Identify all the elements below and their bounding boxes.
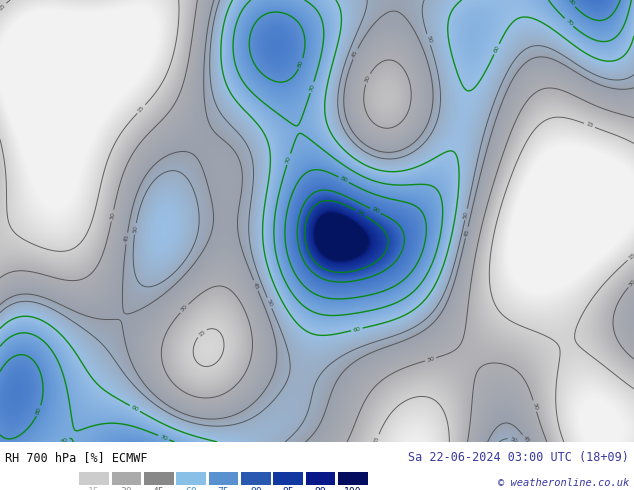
Bar	[112, 472, 141, 485]
Text: 60: 60	[493, 45, 500, 54]
Text: RH 700 hPa [%] ECMWF: RH 700 hPa [%] ECMWF	[5, 451, 148, 464]
Text: 50: 50	[508, 436, 518, 444]
Text: 60: 60	[353, 326, 361, 333]
Text: 15: 15	[137, 104, 146, 114]
Text: 90: 90	[250, 487, 262, 490]
Text: 45: 45	[252, 281, 260, 290]
Text: 45: 45	[351, 49, 359, 58]
Text: 15: 15	[88, 487, 100, 490]
Text: 45: 45	[153, 487, 165, 490]
Text: 70: 70	[60, 437, 68, 445]
Text: 45: 45	[463, 228, 470, 237]
Bar	[306, 472, 335, 485]
Text: Sa 22-06-2024 03:00 UTC (18+09): Sa 22-06-2024 03:00 UTC (18+09)	[408, 451, 629, 464]
Text: 80: 80	[567, 0, 576, 7]
Bar	[273, 472, 303, 485]
Text: 70: 70	[564, 18, 573, 27]
Text: 95: 95	[356, 209, 365, 218]
Text: 50: 50	[425, 35, 432, 44]
Text: 30: 30	[120, 487, 133, 490]
Text: 95: 95	[282, 487, 294, 490]
Text: 45: 45	[522, 435, 530, 444]
Text: 30: 30	[531, 401, 538, 411]
Text: 15: 15	[627, 252, 634, 261]
Text: 80: 80	[35, 406, 42, 416]
Text: 30: 30	[628, 278, 634, 288]
Text: 15: 15	[373, 435, 380, 444]
Bar	[79, 472, 109, 485]
Text: 15: 15	[197, 329, 206, 338]
Text: 50: 50	[133, 224, 138, 233]
Text: 80: 80	[339, 175, 348, 184]
Text: 70: 70	[285, 155, 292, 164]
Text: 30: 30	[109, 211, 116, 220]
Text: 75: 75	[217, 487, 230, 490]
Text: 45: 45	[124, 234, 130, 243]
Text: 70: 70	[309, 83, 316, 92]
Text: 60: 60	[185, 487, 197, 490]
Bar	[241, 472, 271, 485]
Text: 15: 15	[585, 122, 594, 129]
Text: 80: 80	[297, 59, 305, 68]
Text: 70: 70	[159, 434, 168, 441]
Text: 30: 30	[364, 74, 372, 84]
Text: 15: 15	[0, 3, 6, 12]
Text: 50: 50	[463, 210, 469, 219]
Text: 99: 99	[314, 487, 327, 490]
Bar	[176, 472, 206, 485]
Text: 30: 30	[180, 304, 189, 313]
Bar	[338, 472, 368, 485]
Text: 60: 60	[130, 404, 139, 413]
Text: 100: 100	[344, 487, 361, 490]
Text: 50: 50	[266, 298, 273, 308]
Bar	[209, 472, 238, 485]
Bar	[144, 472, 174, 485]
Text: 90: 90	[371, 207, 380, 215]
Text: © weatheronline.co.uk: © weatheronline.co.uk	[498, 478, 629, 488]
Text: 30: 30	[426, 356, 435, 363]
